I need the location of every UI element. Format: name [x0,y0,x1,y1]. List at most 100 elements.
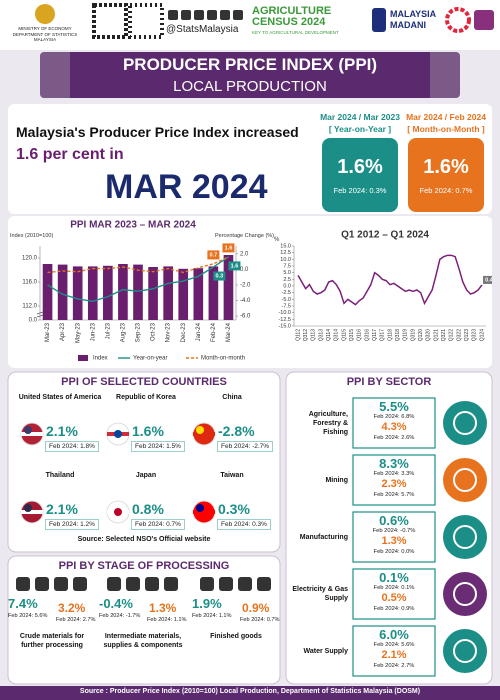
y-tick-label: -2.5 [282,290,291,296]
department-text: DEPARTMENT OF STATISTICS MALAYSIA [12,32,78,42]
combo-chart: PPI MAR 2023 – MAR 2024 Index (2010=100) P… [10,220,274,362]
sector-yoy-value: 5.5% [379,399,409,414]
stage-mom-value: 0.9% [242,601,270,615]
x-tick-label: Q323 [472,329,478,341]
value-label-bg [228,261,241,271]
sector-mom-previous: Feb 2024: 5.7% [373,492,415,498]
y-tick-label: 7.5 [283,263,291,269]
x-tick-label: Q119 [403,329,409,341]
chart-panel [8,216,492,368]
census-title: AGRICULTURE CENSUS 2024 [252,5,332,28]
x-tick-label: Q118 [387,329,393,341]
legend-swatch [78,355,88,361]
stage-yoy-value: 1.9% [192,596,222,611]
sector-yoy-value: 8.3% [379,456,409,471]
country-previous: Feb 2024: 1.2% [45,519,99,530]
social-icon [181,10,191,20]
y-tick-label: 0.0 [283,283,291,289]
legend-label: Index [93,356,108,362]
bar [118,264,128,320]
social-icon [233,10,243,20]
x-tick-label: Q116 [357,329,363,341]
value-label-bg [207,250,220,260]
stage-yoy-value: -0.4% [99,596,133,611]
x-tick-label: Q312 [303,329,309,341]
x-tick-label: Oct-23 [151,322,157,341]
y-tick-label: 2.5 [283,277,291,283]
stage-mom-previous: Feb 2024: 1.1% [147,617,187,623]
section-title: PPI OF SELECTED COUNTRIES [61,376,227,388]
country-value: -2.8% [218,423,255,439]
sector-name: Manufacturing [299,533,348,541]
sector-mom-value: 2.1% [381,649,407,661]
x-tick-label: Q115 [341,329,347,341]
y-tick-label: -12.5 [278,317,291,323]
madani-text: MALAYSIA MADANI [390,9,436,30]
social-icon [168,10,178,20]
bar [208,266,219,320]
bar [57,264,68,320]
value-label: 0.4 [485,277,492,283]
country-name: Thailand [45,472,75,479]
bar [103,265,113,320]
social-icon [194,10,204,20]
line-series [297,254,483,306]
headline-line2: 1.6 per cent in [16,146,124,163]
x-tick-label: Dec-23 [181,322,187,342]
sector-mom-value: 1.3% [381,535,407,547]
headline-period: MAR 2024 [105,168,268,206]
y2-tick-label: -4.0 [240,298,251,304]
x-tick-label: Q319 [410,329,416,341]
sector-mom-previous: Feb 2024: 2.7% [373,663,415,669]
x-tick-label: Jun-23 [90,322,96,341]
sector-mom-previous: Feb 2024: 0.0% [373,549,415,555]
sdg-logo [445,7,471,33]
x-tick-label: Q313 [318,329,324,341]
x-tick-label: Q122 [449,329,455,341]
x-tick-label: Jan-24 [196,322,202,341]
yoy-previous: Feb 2024: 0.3% [333,186,387,195]
sector-name: Mining [325,476,348,484]
social-icon [220,10,230,20]
country-value: 1.6% [132,423,164,439]
y-tick-label: 12.5 [280,250,291,256]
qr-code [92,3,128,39]
y2-tick-label: -6.0 [240,314,251,320]
footer-bar [0,686,500,700]
stage-yoy-previous: Feb 2024: 1.1% [192,613,232,619]
stage-mom-previous: Feb 2024: 2.7% [56,617,96,623]
x-tick-label: Q322 [456,329,462,341]
sector-yoy-previous: Feb 2024: 6.8% [373,414,415,420]
social-icon [207,10,217,20]
yoy-period: Mar 2024 / Mar 2023 [320,112,400,122]
sector-name: Electricity & Gas Supply [292,586,348,602]
y-axis-label: Index (2010=100) [10,233,53,239]
line-series [47,256,229,303]
country-value: 0.8% [132,501,164,517]
value-label: 1.6 [225,245,233,251]
value-label: 0.7 [210,252,218,258]
x-tick-label: Q314 [334,329,340,341]
x-tick-label: Jul-23 [105,322,111,339]
country-previous: Feb 2024: 0.3% [217,519,271,530]
sector-mom-value: 2.3% [381,478,407,490]
country-value: 2.1% [46,501,78,517]
trend-chart: Q1 2012 – Q1 2024%15.012.510.07.55.02.50… [274,230,492,341]
x-tick-label: Q124 [479,329,485,341]
line-series [47,256,229,274]
x-tick-label: Q117 [372,329,378,341]
y-tick-label: 120.0 [22,256,38,262]
bar [133,264,143,320]
sector-yoy-value: 0.6% [379,513,409,528]
value-label-bg [483,275,492,284]
x-tick-label: Q321 [441,329,447,341]
x-tick-label: Q315 [349,329,355,341]
ministry-text: MINISTRY OF ECONOMY [18,26,72,31]
yoy-value: 1.6% [337,156,383,178]
stage-yoy-previous: Feb 2024: 5.6% [8,613,48,619]
stage-label: Intermediate materials, supplies & compo… [103,633,183,649]
x-tick-label: Feb-24 [211,322,217,342]
x-tick-label: Sep-23 [136,322,142,342]
y2-axis-label: Percentage Change (%) [215,233,274,239]
